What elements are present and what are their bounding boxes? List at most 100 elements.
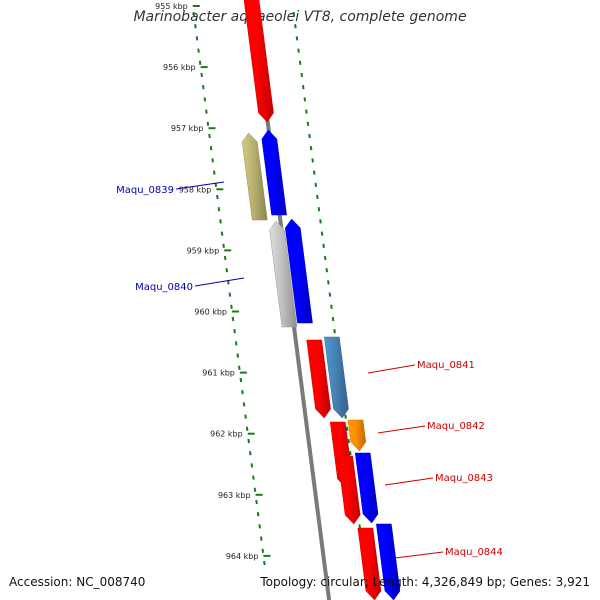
tick-line-right-dash [330,304,333,309]
gene-label[interactable]: Maqu_0842 [427,421,485,432]
tick-label: 955 kbp [155,2,188,11]
tick-line-right-dash [322,243,325,248]
gene-feature-reverse [269,220,298,328]
gene-label[interactable]: Maqu_0840 [135,282,193,293]
gene-leader-line [394,551,444,559]
tick-line-left-dash [245,426,249,431]
tick-line-right-dash [297,48,300,53]
tick-line-left-dash [263,560,266,566]
tick-line-left-dash [248,451,252,456]
tick-line-left-dash [247,438,251,444]
tick-line-right-dash [311,158,314,163]
gene-feature-forward [376,523,401,600]
gene-leader-line [194,277,245,287]
tick-line-left-dash [201,85,205,90]
tick-line-right-dash [298,60,302,65]
genome-stats-text: Topology: circular; Length: 4,326,849 bp… [260,575,590,589]
tick-line-left-dash [206,121,210,126]
tick-label: 957 kbp [171,124,204,133]
tick-line-left-dash [258,524,261,529]
tick-line-right-dash [308,133,311,139]
tick-label: 962 kbp [210,430,243,439]
tick-line-right-dash [294,24,297,29]
tick-line-left-dash [238,365,241,370]
tick-line-left-dash [255,499,258,505]
tick-line-left-dash [236,353,240,358]
tick-line-left-dash [194,24,197,29]
tick-line-left-dash [209,146,213,151]
gene-leader-line [384,477,434,486]
gene-label[interactable]: Maqu_0841 [417,360,475,371]
gene-features [241,0,401,600]
tick-line-left-dash [216,194,219,200]
gene-feature-forward [243,0,274,123]
tick-line-right-dash [301,85,305,90]
tick-line-left-dash [231,316,235,322]
tick-line-left-dash [244,414,247,419]
accession-text: Accession: NC_008740 [9,575,146,589]
tick-line-left-dash [200,72,203,78]
gene-label[interactable]: Maqu_0844 [445,547,503,558]
tick-line-left-dash [219,219,222,224]
gene-leader-line [377,425,426,434]
tick-line-right-dash [303,97,307,102]
tick-line-right-dash [325,268,329,273]
tick-line-right-dash [295,36,299,41]
tick-line-left-dash [256,512,260,517]
tick-line-right-dash [305,109,308,114]
tick-label: 964 kbp [226,552,259,561]
gene-feature-forward [306,339,331,419]
tick-label: 959 kbp [187,246,220,255]
tick-line-left-dash [253,487,257,492]
tick-label: 960 kbp [194,308,227,317]
tick-line-right-dash [292,11,296,17]
gene-feature-reverse [241,132,268,221]
tick-line-left-dash [198,60,202,65]
tick-line-left-dash [252,475,255,480]
tick-line-right-dash [320,231,324,236]
tick-line-right-dash [323,255,327,261]
gene-feature-reverse [261,129,287,216]
tick-label: 958 kbp [179,185,212,194]
tick-line-right-dash [316,194,319,200]
tick-line-right-dash [333,329,336,334]
tick-label: 956 kbp [163,63,196,72]
gene-feature-forward [324,336,349,419]
tick-line-left-dash [234,341,238,346]
tick-label: 961 kbp [202,369,235,378]
tick-line-left-dash [233,329,236,334]
tick-line-right-dash [327,280,330,285]
gene-feature-forward [357,527,382,600]
gene-label[interactable]: Maqu_0843 [435,473,493,484]
tick-label: 963 kbp [218,491,251,500]
tick-line-right-dash [328,292,332,297]
tick-line-right-dash [347,438,351,444]
tick-line-left-dash [228,292,232,297]
tick-line-left-dash [220,231,224,236]
tick-line-right-dash [331,316,335,322]
tick-line-right-dash [358,524,361,529]
tick-line-left-dash [205,109,208,114]
tick-line-right-dash [348,451,352,456]
tick-line-left-dash [261,548,265,553]
tick-line-left-dash [192,11,196,17]
gene-label[interactable]: Maqu_0839 [116,185,174,196]
tick-line-left-dash [211,158,214,163]
map-title: Marinobacter aquaeolei VT8, complete gen… [133,9,467,25]
tick-line-right-dash [314,182,318,187]
tick-line-right-dash [344,414,347,419]
tick-line-left-dash [222,243,225,248]
tick-line-left-dash [212,170,216,175]
gene-leader-line [367,364,416,374]
tick-line-left-dash [208,133,211,139]
gene-feature-reverse [285,218,313,324]
tick-line-right-dash [309,146,313,151]
tick-line-left-dash [195,36,199,41]
tick-line-right-dash [319,219,322,224]
gene-labels: Maqu_0839 Maqu_0840 Maqu_0841 Maqu_0842 Maqu… [116,181,503,559]
tick-line-left-dash [259,536,263,541]
tick-line-left-dash [225,268,229,273]
tick-line-right-dash [317,207,321,212]
gene-leader-line [175,181,225,190]
